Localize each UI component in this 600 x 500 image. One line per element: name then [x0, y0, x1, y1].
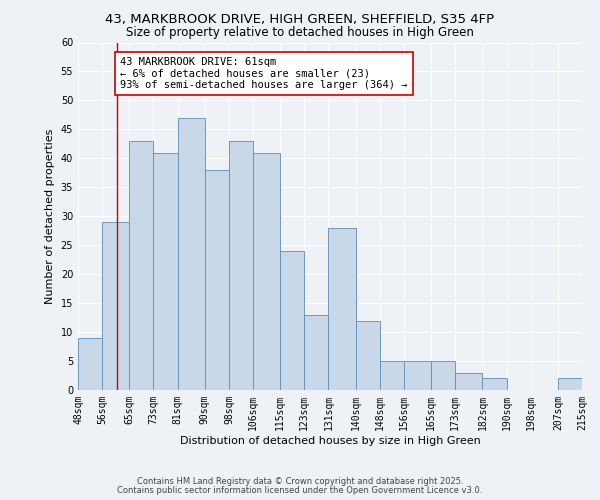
Bar [205, 170, 229, 390]
Bar [404, 361, 431, 390]
X-axis label: Distribution of detached houses by size in High Green: Distribution of detached houses by size … [179, 436, 481, 446]
Bar [78, 338, 102, 390]
Bar [102, 222, 130, 390]
Bar [356, 320, 380, 390]
Text: Contains HM Land Registry data © Crown copyright and database right 2025.: Contains HM Land Registry data © Crown c… [137, 477, 463, 486]
Bar [130, 141, 154, 390]
Y-axis label: Number of detached properties: Number of detached properties [45, 128, 55, 304]
Bar [558, 378, 582, 390]
Bar [482, 378, 506, 390]
Text: 43, MARKBROOK DRIVE, HIGH GREEN, SHEFFIELD, S35 4FP: 43, MARKBROOK DRIVE, HIGH GREEN, SHEFFIE… [106, 12, 494, 26]
Text: Contains public sector information licensed under the Open Government Licence v3: Contains public sector information licen… [118, 486, 482, 495]
Bar [178, 118, 205, 390]
Bar [380, 361, 404, 390]
Bar [229, 141, 253, 390]
Text: Size of property relative to detached houses in High Green: Size of property relative to detached ho… [126, 26, 474, 39]
Bar [431, 361, 455, 390]
Bar [455, 372, 482, 390]
Bar [253, 152, 280, 390]
Bar [304, 314, 328, 390]
Bar [154, 152, 178, 390]
Bar [328, 228, 356, 390]
Bar [280, 251, 304, 390]
Text: 43 MARKBROOK DRIVE: 61sqm
← 6% of detached houses are smaller (23)
93% of semi-d: 43 MARKBROOK DRIVE: 61sqm ← 6% of detach… [120, 57, 408, 90]
